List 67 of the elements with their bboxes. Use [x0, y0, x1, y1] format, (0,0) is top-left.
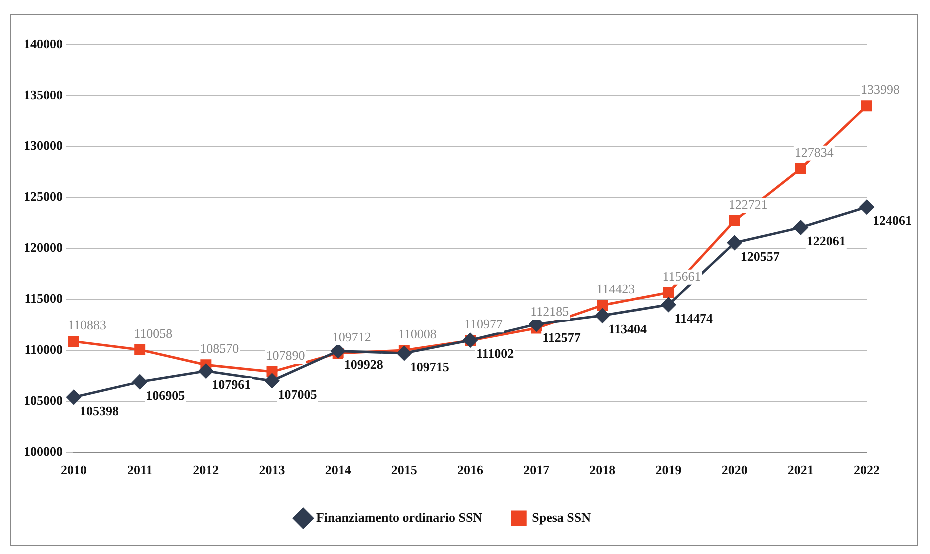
point [860, 200, 874, 215]
point [265, 374, 280, 388]
data-label: 108570 [200, 341, 240, 356]
data-label: 109928 [344, 357, 384, 372]
data-label: 109712 [332, 329, 372, 344]
x-tick-label: 2014 [325, 462, 352, 478]
x-tick-label: 2011 [127, 462, 153, 478]
data-label: 107961 [212, 377, 252, 392]
x-tick-label: 2021 [788, 462, 814, 478]
data-label: 113404 [608, 322, 648, 337]
x-tick-label: 2012 [193, 462, 220, 478]
point [729, 215, 740, 226]
data-label: 107890 [266, 348, 306, 363]
x-tick-label: 2010 [61, 462, 87, 478]
data-label: 106905 [146, 388, 186, 403]
x-tick-label: 2015 [391, 462, 418, 478]
point [68, 336, 80, 348]
x-tick-label: 2022 [854, 462, 880, 478]
point [134, 344, 146, 356]
x-tick-label: 2018 [590, 462, 616, 478]
data-label: 127834 [794, 144, 834, 160]
data-label: 120557 [740, 248, 780, 264]
y-tick-label: 105000 [24, 392, 63, 408]
point [132, 374, 148, 390]
data-label: 133998 [861, 82, 900, 98]
data-label: 110977 [464, 316, 504, 332]
point [331, 344, 346, 359]
point [794, 220, 808, 235]
y-tick-label: 120000 [24, 240, 63, 256]
y-tick-label: 130000 [24, 138, 63, 154]
point [597, 300, 608, 311]
data-label: 107005 [278, 386, 318, 402]
point [397, 346, 412, 361]
data-label: 111002 [476, 346, 514, 362]
data-label: 105398 [80, 403, 120, 418]
data-label: 122721 [728, 196, 768, 212]
point [662, 298, 676, 312]
data-label: 122061 [806, 234, 846, 249]
y-tick-label: 125000 [24, 189, 63, 204]
point [663, 287, 674, 298]
data-label: 115661 [662, 268, 702, 284]
data-label: 110058 [134, 326, 173, 341]
data-label: 124061 [873, 213, 912, 228]
data-label: 112577 [542, 330, 582, 346]
legend-label: Spesa SSN [532, 510, 592, 525]
y-tick-label: 140000 [24, 36, 63, 52]
point [795, 163, 806, 174]
x-tick-label: 2020 [722, 462, 748, 478]
data-label: 110008 [398, 326, 437, 342]
x-tick-label: 2017 [524, 462, 550, 478]
y-tick-label: 115000 [24, 290, 63, 306]
data-label: 114423 [596, 281, 636, 296]
y-tick-label: 100000 [24, 444, 63, 459]
point [595, 308, 610, 324]
y-tick-label: 110000 [24, 342, 63, 357]
point [728, 236, 742, 250]
data-label: 109715 [410, 359, 450, 374]
data-label: 114474 [674, 310, 714, 326]
x-tick-label: 2019 [656, 462, 682, 478]
y-tick-label: 135000 [24, 87, 63, 102]
point [198, 364, 214, 379]
point [862, 100, 872, 112]
legend-label: Finanziamento ordinario SSN [316, 510, 484, 525]
data-label: 110883 [68, 317, 107, 332]
data-label: 112185 [530, 304, 570, 320]
x-tick-label: 2016 [458, 462, 484, 478]
x-tick-label: 2013 [259, 462, 286, 478]
